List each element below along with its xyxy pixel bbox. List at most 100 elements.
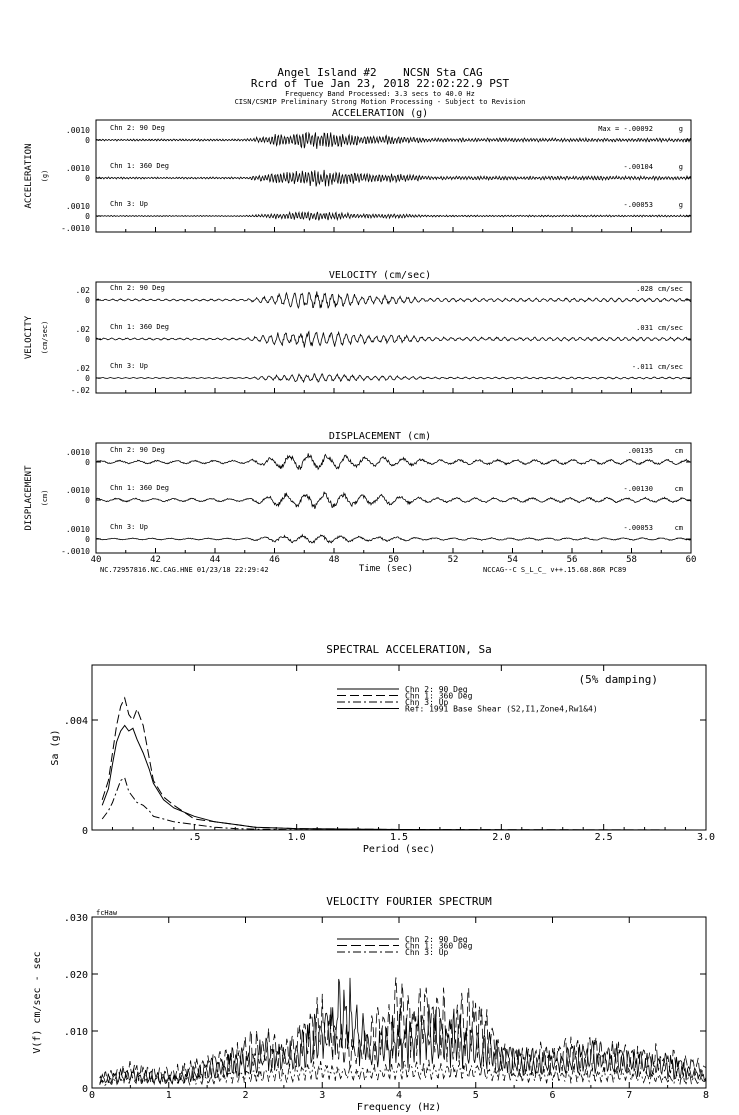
fourier-spectrum-panel: VELOCITY FOURIER SPECTRUM 0 1 2 3 4 5 6 7 8 0 .010.… <box>32 895 709 1113</box>
sa-curve-3 <box>101 777 706 831</box>
x-tick-label: 60 <box>686 555 697 565</box>
x-tick-label: 1.0 <box>288 832 306 843</box>
header-line1: Angel Island #2 NCSN Sta CAG <box>277 66 482 79</box>
x-tick-label: 42 <box>150 555 161 565</box>
x-tick-label: 52 <box>448 555 459 565</box>
y-tick-label: .0010 <box>66 525 90 534</box>
legend-label-3: Chn 3: Up <box>405 948 449 957</box>
channel-label: Chn 1: 360 Deg <box>110 484 169 492</box>
x-tick-label: 50 <box>388 555 399 565</box>
x-tick-label: 0 <box>89 1090 95 1101</box>
peak-unit: g <box>679 163 683 171</box>
y-tick-label: .004 <box>64 716 88 727</box>
y-tick-label: -.02 <box>71 386 90 395</box>
y-tick-label: .02 <box>76 286 91 295</box>
x-tick-label: 2.0 <box>492 832 510 843</box>
legend-label-2: Chn 1: 360 Deg <box>405 942 473 951</box>
plot-title: SPECTRAL ACCELERATION, Sa <box>326 643 492 656</box>
channel-label: Chn 2: 90 Deg <box>110 284 165 292</box>
x-tick-label: 8 <box>703 1090 709 1101</box>
x-tick-label: 4 <box>396 1090 402 1101</box>
header-line4: CISN/CSMIP Preliminary Strong Motion Pro… <box>235 98 526 106</box>
y-tick-label: .0010 <box>66 126 90 135</box>
x-tick-label: 6 <box>549 1090 555 1101</box>
acceleration-panel: ACCELERATION (g)ACCELERATION (g).00100Chn… <box>24 108 692 233</box>
y-tick-label: -.0010 <box>61 547 90 556</box>
peak-label: .031 <box>636 324 653 332</box>
velocity-panel: VELOCITY (cm/sec)VELOCITY (cm/sec).020Chn… <box>24 270 692 395</box>
y-tick-label: 0 <box>85 136 90 145</box>
channel-label: Chn 3: Up <box>110 200 148 208</box>
spectral-acceleration-panel: SPECTRAL ACCELERATION, Sa .5 1.0 1.5 2.0 2.5 3… <box>50 643 715 855</box>
sa-curve-1 <box>101 724 707 831</box>
x-tick-label: 2 <box>242 1090 248 1101</box>
peak-unit: cm <box>675 524 683 532</box>
y-axis-unit: (g) <box>41 170 49 183</box>
channel-label: Chn 1: 360 Deg <box>110 162 169 170</box>
y-tick-label: .0010 <box>66 202 90 211</box>
header-line2: Rcrd of Tue Jan 23, 2018 22:02:22.9 PST <box>251 77 510 90</box>
peak-unit: cm <box>675 485 683 493</box>
waveform-3 <box>95 533 692 544</box>
x-tick-label: 48 <box>329 555 340 565</box>
y-tick-label: 0 <box>85 535 90 544</box>
x-tick-label: 1.5 <box>390 832 408 843</box>
peak-label: -.011 <box>632 363 653 371</box>
x-tick-label: 3.0 <box>697 832 715 843</box>
x-axis-label: Time (sec) <box>359 564 413 574</box>
y-tick-label: 0 <box>85 496 90 505</box>
y-axis-label: V(f) cm/sec - sec <box>32 951 43 1053</box>
waveform-3 <box>95 373 692 384</box>
panel-title: DISPLACEMENT (cm) <box>329 431 431 442</box>
x-tick-label: 1 <box>166 1090 172 1101</box>
channel-label: Chn 3: Up <box>110 523 148 531</box>
x-tick-label: 40 <box>91 555 102 565</box>
legend-label-1: Chn 2: 90 Deg <box>405 685 468 694</box>
y-tick-label: 0 <box>85 296 90 305</box>
x-tick-label: .5 <box>188 832 200 843</box>
x-tick-label: 44 <box>210 555 221 565</box>
panel-frame <box>95 442 692 554</box>
y-tick-label: .020 <box>64 970 88 981</box>
x-tick-label: 5 <box>473 1090 479 1101</box>
y-tick-label: .010 <box>64 1027 88 1038</box>
peak-label: .028 <box>636 285 653 293</box>
waveform-2 <box>96 491 692 509</box>
sa-curve-2 <box>101 696 707 831</box>
peak-unit: cm/sec <box>658 363 683 371</box>
y-tick-label: 0 <box>82 826 88 837</box>
plot-title: VELOCITY FOURIER SPECTRUM <box>326 895 492 908</box>
y-tick-label: .0010 <box>66 448 90 457</box>
damping-annotation: (5% damping) <box>579 673 658 686</box>
peak-unit: cm <box>675 447 683 455</box>
waveform-1 <box>95 453 692 471</box>
x-tick-label: 46 <box>269 555 280 565</box>
corner-label: fcHaw <box>96 909 118 917</box>
x-axis-label: Period (sec) <box>363 844 435 855</box>
y-tick-label: .030 <box>64 913 88 924</box>
peak-label: -.00104 <box>623 163 653 171</box>
y-axis-label: Sa (g) <box>50 729 61 765</box>
channel-label: Chn 3: Up <box>110 362 148 370</box>
displacement-panel: DISPLACEMENT (cm)DISPLACEMENT (cm).00100C… <box>24 431 696 574</box>
footer-left: NC.72957816.NC.CAG.HNE 01/23/18 22:29:42 <box>100 566 269 574</box>
fourier-curve-3 <box>99 1059 707 1086</box>
legend-label-4: Ref: 1991 Base Shear (S2,I1,Zone4,Rw1&4) <box>405 705 598 714</box>
peak-label: -.00053 <box>623 201 653 209</box>
legend-label-3: Chn 3: Up <box>405 698 449 707</box>
waveform-1 <box>95 291 692 310</box>
fourier-curve-2 <box>99 977 707 1084</box>
x-tick-label: 54 <box>507 555 518 565</box>
y-axis-label: VELOCITY <box>24 315 34 359</box>
x-tick-label: 7 <box>626 1090 632 1101</box>
plot-frame <box>91 916 707 1089</box>
y-axis-label: DISPLACEMENT <box>24 465 34 531</box>
y-tick-label: -.0010 <box>61 224 90 233</box>
waveform-3 <box>95 210 692 222</box>
y-axis-unit: (cm/sec) <box>41 321 49 355</box>
peak-unit: g <box>679 201 683 209</box>
y-tick-label: .0010 <box>66 164 90 173</box>
x-tick-label: 3 <box>319 1090 325 1101</box>
header-line3: Frequency Band Processed: 3.3 secs to 40… <box>285 90 475 98</box>
peak-label: Max = -.00092 <box>598 125 653 133</box>
